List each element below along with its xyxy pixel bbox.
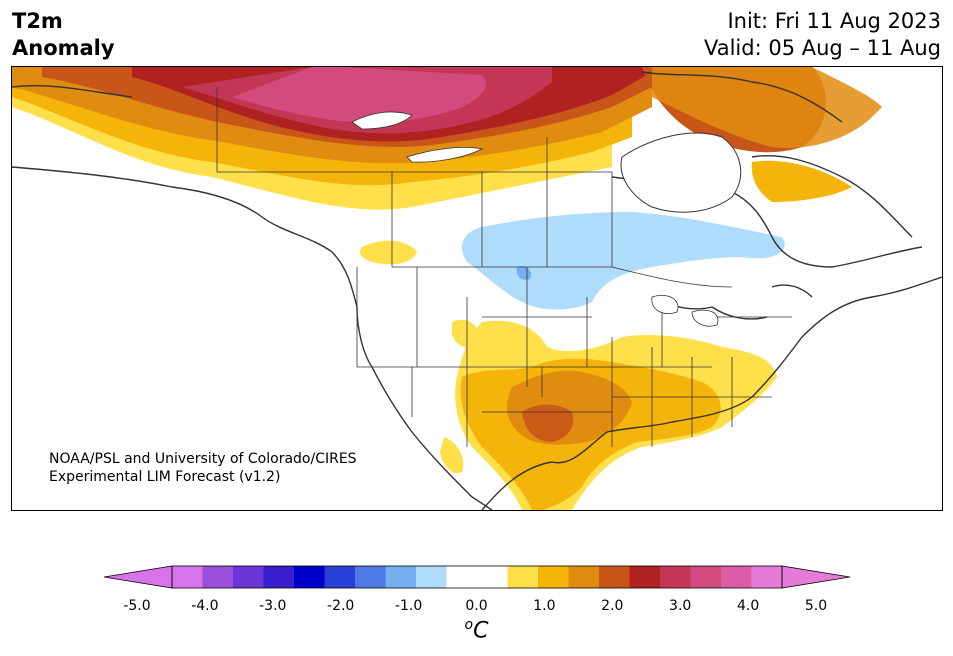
- great-lakes: [651, 295, 719, 327]
- anomaly-warm-patch-baja: [440, 437, 464, 474]
- colorbar-bin: [507, 566, 539, 588]
- colorbar-tick-label: -5.0: [123, 598, 151, 614]
- colorbar-tick-label: 3.0: [669, 598, 692, 614]
- colorbar-tick-label: 4.0: [736, 598, 760, 614]
- hudson-bay: [620, 132, 742, 213]
- colorbar-bin: [233, 566, 264, 588]
- variable-title: T2m Anomaly: [12, 8, 115, 62]
- variable-title-line1: T2m: [12, 9, 63, 33]
- colorbar-bin: [721, 566, 752, 588]
- variable-title-line2: Anomaly: [12, 36, 115, 60]
- colorbar-bin: [294, 566, 325, 588]
- credit-line2: Experimental LIM Forecast (v1.2): [49, 469, 281, 485]
- forecast-dates: Init: Fri 11 Aug 2023 Valid: 05 Aug – 11…: [704, 8, 941, 62]
- colorbar-units: oC: [0, 617, 953, 643]
- anomaly-cool-region: [462, 212, 785, 310]
- colorbar-tick-label: 1.0: [533, 598, 556, 614]
- colorbar-bin: [477, 566, 508, 588]
- colorbar-tick-label: 2.0: [601, 598, 624, 614]
- colorbar-tick-label: -2.0: [327, 598, 355, 614]
- colorbar-bin: [690, 566, 722, 588]
- init-date: Init: Fri 11 Aug 2023: [727, 9, 941, 33]
- colorbar-units-sup: o: [464, 617, 474, 633]
- anomaly-band-darkorange-south: [522, 404, 574, 442]
- map-svg: [12, 67, 942, 510]
- colorbar-bin: [538, 566, 569, 588]
- colorbar-tick-label: 5.0: [804, 598, 828, 614]
- anomaly-band-quebec-gold: [751, 160, 852, 202]
- lake-athabasca: [406, 147, 484, 163]
- colorbar-tick-label: 0.0: [465, 598, 488, 614]
- colorbar-bin: [202, 566, 234, 588]
- colorbar-under-arrow: [104, 565, 173, 589]
- colorbar-bin: [416, 566, 447, 588]
- colorbar-bin: [629, 566, 661, 588]
- colorbar-bin: [385, 566, 417, 588]
- colorbar-tick-labels: -5.0 -4.0 -3.0 -2.0 -1.0 0.0 1.0 2.0 3.0 4.0 5.0: [104, 598, 849, 618]
- colorbar-tick-label: -3.0: [259, 598, 287, 614]
- political-borders: [216, 87, 792, 447]
- colorbar-bin: [324, 566, 356, 588]
- anomaly-cool-dark-spot: [516, 266, 532, 280]
- credit-line1: NOAA/PSL and University of Colorado/CIRE…: [49, 451, 357, 467]
- colorbar-units-base: C: [473, 618, 489, 644]
- anomaly-warm-patch-northwest: [360, 240, 417, 265]
- great-slave-lake: [351, 111, 413, 130]
- colorbar-bin: [355, 566, 386, 588]
- coastlines: [12, 71, 942, 510]
- colorbar-frame: [171, 565, 783, 589]
- colorbar-tick-label: -4.0: [191, 598, 219, 614]
- anomaly-band-east-arctic-gold: [652, 67, 882, 148]
- colorbar-tick-label: -1.0: [394, 598, 423, 614]
- colorbar-bin: [172, 566, 203, 588]
- colorbar-bins: [172, 566, 783, 588]
- anomaly-band-pink-north: [232, 67, 486, 123]
- colorbar-bin: [660, 566, 691, 588]
- colorbar-bin: [568, 566, 600, 588]
- anomaly-map: [11, 66, 943, 511]
- valid-range: Valid: 05 Aug – 11 Aug: [703, 36, 941, 60]
- colorbar-bin: [599, 566, 630, 588]
- colorbar-over-arrow: [781, 565, 850, 589]
- colorbar-bin: [751, 566, 783, 588]
- colorbar-bin: [446, 566, 478, 588]
- colorbar: [104, 565, 850, 589]
- credit-text: NOAA/PSL and University of Colorado/CIRE…: [49, 450, 357, 486]
- colorbar-bin: [263, 566, 295, 588]
